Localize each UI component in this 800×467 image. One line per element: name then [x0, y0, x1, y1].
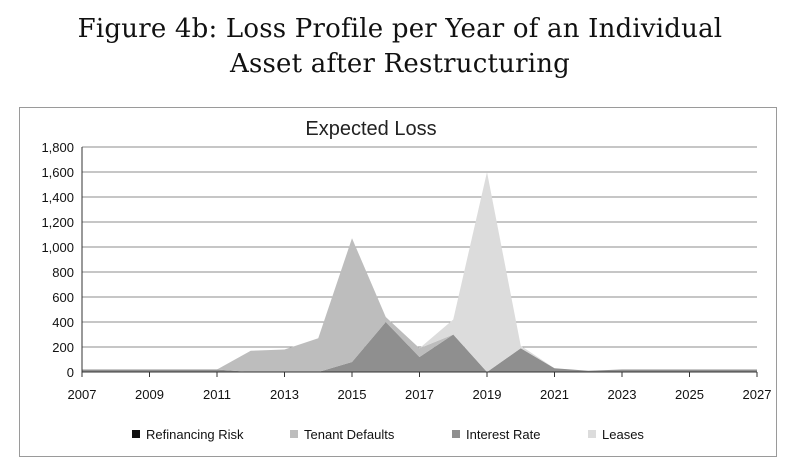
y-tick-label: 1,400	[41, 190, 74, 205]
x-tick-label: 2019	[473, 387, 502, 402]
x-tick-label: 2007	[68, 387, 97, 402]
x-tick-label: 2027	[743, 387, 772, 402]
legend-label-interest-rate: Interest Rate	[466, 427, 540, 442]
legend-label-refinancing-risk: Refinancing Risk	[146, 427, 244, 442]
figure-title-line-1: Figure 4b: Loss Profile per Year of an I…	[77, 14, 723, 44]
y-tick-label: 800	[52, 265, 74, 280]
x-tick-label: 2009	[135, 387, 164, 402]
x-tick-label: 2023	[608, 387, 637, 402]
legend-label-tenant-defaults: Tenant Defaults	[304, 427, 395, 442]
legend-label-leases: Leases	[602, 427, 644, 442]
figure-title-line-2: Asset after Restructuring	[229, 49, 571, 79]
y-tick-label: 1,800	[41, 140, 74, 155]
area-interest-rate	[82, 322, 757, 372]
y-tick-label: 1,600	[41, 165, 74, 180]
y-tick-label: 1,000	[41, 240, 74, 255]
area-tenant-defaults	[82, 238, 757, 372]
chart-title: Expected Loss	[305, 118, 436, 140]
y-tick-label: 600	[52, 290, 74, 305]
y-tick-label: 1,200	[41, 215, 74, 230]
legend-swatch-tenant-defaults	[290, 430, 298, 438]
x-tick-label: 2021	[540, 387, 569, 402]
x-tick-label: 2017	[405, 387, 434, 402]
chart-frame	[19, 107, 777, 457]
y-tick-label: 400	[52, 315, 74, 330]
legend-swatch-leases	[588, 430, 596, 438]
legend-swatch-interest-rate	[452, 430, 460, 438]
x-tick-label: 2015	[338, 387, 367, 402]
x-tick-label: 2013	[270, 387, 299, 402]
x-tick-label: 2025	[675, 387, 704, 402]
y-tick-label: 0	[67, 365, 74, 380]
legend-swatch-refinancing-risk	[132, 430, 140, 438]
x-tick-label: 2011	[203, 387, 231, 402]
y-tick-label: 200	[52, 340, 74, 355]
